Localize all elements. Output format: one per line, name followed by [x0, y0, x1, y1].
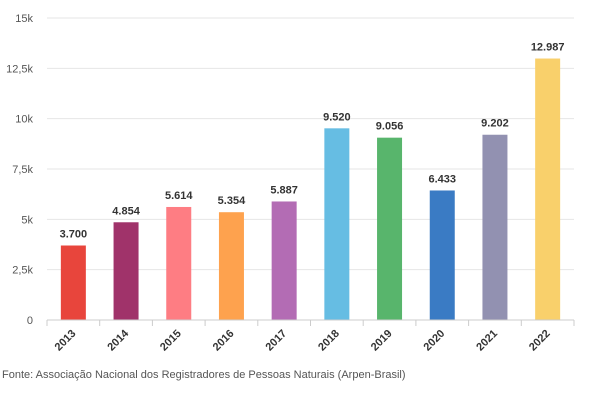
data-label-2019: 9.056: [376, 121, 404, 133]
data-label-2013: 3.700: [60, 229, 88, 241]
y-tick-label: 10k: [15, 114, 33, 126]
data-labels: 3.700 4.854 5.614 5.354 5.887 9.520 9.056 6.433…: [60, 42, 565, 241]
x-tick-label-2018: 2018: [316, 328, 342, 354]
bar-2017: [271, 201, 297, 320]
x-tick-label-2020: 2020: [422, 328, 448, 354]
bar-2014: [113, 222, 139, 320]
y-tick-label: 15k: [15, 13, 33, 25]
bar-2019: [377, 137, 403, 320]
bars: [60, 58, 561, 320]
x-tick-label-2013: 2013: [53, 328, 79, 354]
data-label-2014: 4.854: [112, 205, 140, 217]
bar-2015: [166, 206, 192, 320]
data-label-2016: 5.354: [218, 195, 246, 207]
data-label-2022: 12.987: [531, 42, 565, 54]
y-tick-label: 7,5k: [12, 164, 33, 176]
y-tick-label: 0: [27, 315, 33, 327]
bar-2016: [218, 212, 244, 320]
y-tick-label: 5k: [21, 214, 33, 226]
x-tick-label-2017: 2017: [263, 328, 289, 354]
x-tick-label-2021: 2021: [474, 328, 500, 354]
x-tick-label-2015: 2015: [158, 328, 184, 354]
x-axis: [46, 319, 575, 326]
data-label-2020: 6.433: [428, 173, 456, 185]
x-tick-label-2014: 2014: [105, 327, 131, 353]
x-tick-label-2022: 2022: [527, 328, 553, 354]
bar-2018: [324, 128, 350, 320]
y-tick-label: 12,5k: [6, 63, 33, 75]
x-axis-tick-labels: 2013 2014 2015 2016 2017 2018 2019 2020 2021 2022: [53, 327, 553, 353]
bar-2022: [535, 58, 561, 320]
bar-2013: [60, 245, 86, 320]
data-label-2015: 5.614: [165, 190, 193, 202]
data-label-2017: 5.887: [270, 184, 298, 196]
source-note: Fonte: Associação Nacional dos Registrad…: [2, 369, 406, 381]
bar-2020: [429, 190, 455, 320]
x-tick-label-2016: 2016: [211, 328, 237, 354]
data-label-2018: 9.520: [323, 111, 351, 123]
y-tick-label: 2,5k: [12, 265, 33, 277]
data-label-2021: 9.202: [481, 118, 509, 130]
bar-2021: [482, 134, 508, 320]
x-tick-label-2019: 2019: [369, 328, 395, 354]
y-axis-tick-labels: 0 2,5k 5k 7,5k 10k 12,5k 15k: [6, 13, 33, 327]
